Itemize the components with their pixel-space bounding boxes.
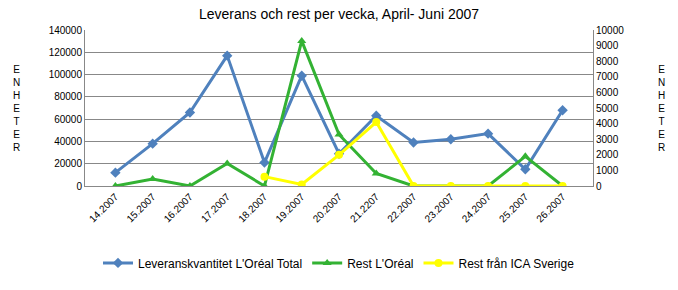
- svg-text:140000: 140000: [49, 25, 83, 36]
- svg-text:0: 0: [596, 181, 602, 192]
- svg-text:16.2007: 16.2007: [162, 191, 196, 225]
- svg-text:100000: 100000: [49, 69, 83, 80]
- svg-text:120000: 120000: [49, 47, 83, 58]
- svg-text:24.2007: 24.2007: [460, 191, 494, 225]
- svg-text:8000: 8000: [596, 56, 619, 67]
- svg-text:2000: 2000: [596, 149, 619, 160]
- svg-text:14.2007: 14.2007: [87, 191, 121, 225]
- svg-text:Rest från ICA Sverige: Rest från ICA Sverige: [459, 257, 575, 271]
- svg-text:5000: 5000: [596, 103, 619, 114]
- svg-text:1000: 1000: [596, 165, 619, 176]
- svg-text:15.2007: 15.2007: [124, 191, 158, 225]
- svg-text:21.2207: 21.2207: [348, 191, 382, 225]
- svg-text:3000: 3000: [596, 134, 619, 145]
- svg-text:23.2007: 23.2007: [422, 191, 456, 225]
- svg-text:ENHETER: ENHETER: [658, 64, 665, 153]
- svg-text:0: 0: [76, 181, 82, 192]
- svg-text:22.2007: 22.2007: [385, 191, 419, 225]
- svg-text:40000: 40000: [54, 136, 82, 147]
- svg-text:4000: 4000: [596, 118, 619, 129]
- svg-text:60000: 60000: [54, 114, 82, 125]
- svg-text:25.2007: 25.2007: [497, 191, 531, 225]
- svg-text:Leverans och rest per vecka, A: Leverans och rest per vecka, April- Juni…: [199, 6, 479, 22]
- svg-text:80000: 80000: [54, 91, 82, 102]
- svg-text:17.2007: 17.2007: [199, 191, 233, 225]
- svg-text:Rest L'Oréal: Rest L'Oréal: [347, 257, 413, 271]
- svg-text:20.2007: 20.2007: [311, 191, 345, 225]
- svg-text:20000: 20000: [54, 158, 82, 169]
- svg-text:7000: 7000: [596, 71, 619, 82]
- svg-text:Leveranskvantitet L'Oréal Tota: Leveranskvantitet L'Oréal Total: [138, 257, 302, 271]
- svg-text:9000: 9000: [596, 40, 619, 51]
- svg-text:ENHETER: ENHETER: [13, 64, 20, 153]
- svg-text:19.2007: 19.2007: [273, 191, 307, 225]
- svg-text:10000: 10000: [596, 25, 624, 36]
- svg-text:26.2007: 26.2007: [534, 191, 568, 225]
- svg-text:6000: 6000: [596, 87, 619, 98]
- svg-text:18.2007: 18.2007: [236, 191, 270, 225]
